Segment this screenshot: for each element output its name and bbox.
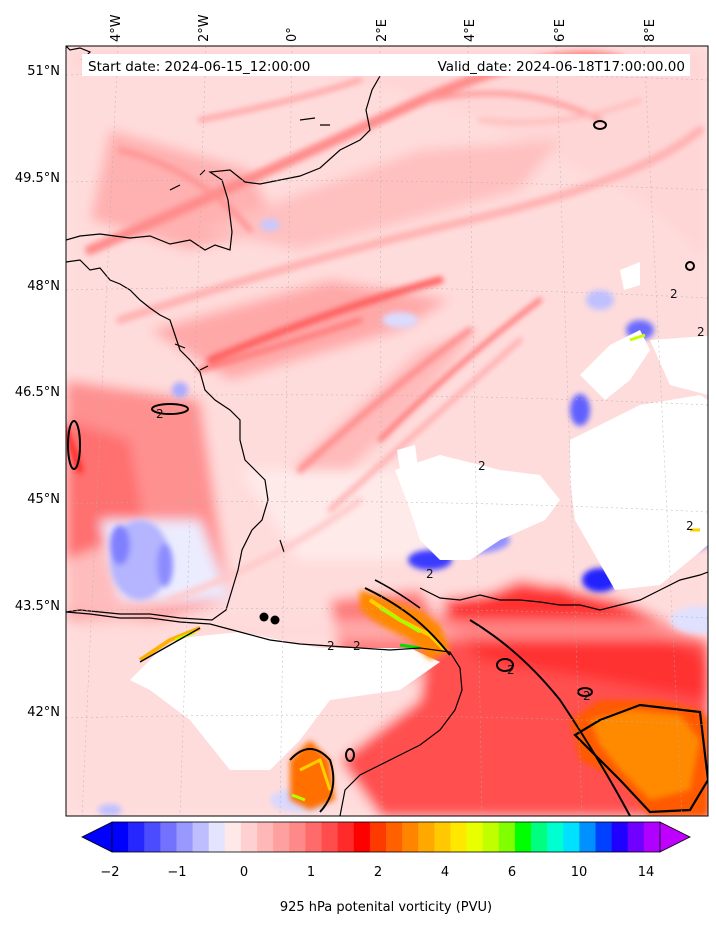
contour-label: 2 — [507, 663, 515, 677]
lon-label: 8°E — [643, 19, 658, 42]
colorbar-tick-label: −1 — [167, 865, 186, 880]
lon-label: 4°E — [463, 19, 478, 42]
pv-2-contours — [67, 120, 695, 762]
colorbar-bin — [595, 822, 613, 852]
map-frame — [65, 45, 709, 817]
pyrenees-high-pv — [138, 333, 700, 813]
contour-label: 2 — [353, 639, 361, 653]
contour-label: 2 — [478, 459, 486, 473]
contour-label: 2 — [670, 287, 678, 301]
contour-label-group: 2 2 2 2 2 2 2 2 2 2 — [156, 287, 705, 703]
colorbar-tick-label: 1 — [307, 865, 315, 880]
start-date-label: Start date: 2024-06-15_12:00:00 — [88, 59, 310, 75]
valid-date-label: Valid_date: 2024-06-18T17:00:00.00 — [438, 59, 685, 75]
colorbar-bin — [305, 822, 322, 852]
lat-label: 45°N — [27, 492, 60, 507]
colorbar-bin — [643, 822, 661, 852]
colorbar-bin — [176, 822, 193, 852]
colorbar-under-arrow — [81, 821, 113, 853]
colorbar-bin — [434, 822, 451, 852]
colorbar-bin — [112, 822, 129, 852]
contour-label: 2 — [697, 325, 705, 339]
colorbar-bin — [531, 822, 548, 852]
lat-label: 49.5°N — [15, 171, 60, 186]
colorbar-bin — [563, 822, 580, 852]
lat-label: 51°N — [27, 64, 60, 79]
colorbar-bin — [579, 822, 596, 852]
contour-label: 2 — [583, 689, 591, 703]
contour-label: 2 — [156, 407, 164, 421]
latitude-labels: 51°N 49.5°N 48°N 46.5°N 45°N 43.5°N 42°N — [15, 64, 60, 720]
colorbar-bin — [482, 822, 500, 852]
colorbar-bin — [402, 822, 419, 852]
masked-areas — [130, 262, 708, 770]
longitude-labels: 4°W 2°W 0° 2°E 4°E 6°E 8°E — [109, 14, 658, 42]
colorbar-bin — [289, 822, 306, 852]
colorbar-bin — [208, 822, 226, 852]
colorbar-tick-label: −2 — [100, 865, 119, 880]
header-box — [82, 54, 690, 76]
colorbar-tick-label: 4 — [441, 865, 449, 880]
colorbar-bin — [337, 822, 355, 852]
high-pv-core — [469, 619, 708, 816]
colorbar-bin — [418, 822, 435, 852]
lat-label: 42°N — [27, 705, 60, 720]
lon-label: 2°W — [197, 14, 212, 42]
colorbar-tick-label: 14 — [638, 865, 655, 880]
colorbar-bin — [514, 822, 532, 852]
colorbar-tick-label: 0 — [240, 865, 248, 880]
colorbar-bin — [224, 822, 242, 852]
colorbar-bin — [450, 822, 467, 852]
colorbar-bin — [547, 822, 564, 852]
colorbar-bin — [369, 822, 387, 852]
colorbar-bin — [386, 822, 403, 852]
colorbar-bin — [192, 822, 210, 852]
colorbar-bins — [112, 822, 661, 852]
lon-label: 4°W — [109, 14, 124, 42]
lat-label: 46.5°N — [15, 385, 60, 400]
colorbar-bin — [273, 822, 290, 852]
contour-label: 2 — [426, 567, 434, 581]
colorbar-bin — [144, 822, 161, 852]
colorbar-bin — [498, 822, 516, 852]
colorbar-frame — [111, 821, 661, 853]
colorbar-bin — [240, 822, 258, 852]
colorbar: −2 −1 0 1 2 4 6 10 14 925 hPa potenital … — [81, 821, 691, 915]
colorbar-bin — [257, 822, 274, 852]
lon-label: 0° — [285, 27, 300, 42]
colorbar-tick-label: 2 — [374, 865, 382, 880]
colorbar-bin — [466, 822, 484, 852]
lon-label: 6°E — [553, 19, 568, 42]
lon-label: 2°E — [375, 19, 390, 42]
colorbar-ticks: −2 −1 0 1 2 4 6 10 14 — [100, 865, 654, 880]
colorbar-bin — [128, 822, 145, 852]
station-markers — [259, 612, 280, 625]
colorbar-tick-label: 10 — [571, 865, 588, 880]
colorbar-bin — [611, 822, 629, 852]
colorbar-tick-label: 6 — [508, 865, 516, 880]
colorbar-bin — [321, 822, 339, 852]
lat-label: 43.5°N — [15, 599, 60, 614]
colorbar-over-arrow — [659, 821, 691, 853]
colorbar-label: 925 hPa potenital vorticity (PVU) — [280, 900, 492, 915]
lat-label: 48°N — [27, 279, 60, 294]
colorbar-bin — [627, 822, 645, 852]
contour-label: 2 — [686, 519, 694, 533]
colorbar-bin — [160, 822, 177, 852]
colorbar-bin — [353, 822, 371, 852]
contour-label: 2 — [327, 639, 335, 653]
map-panel: 2 2 2 2 2 2 2 2 2 2 Start date: 2024-06-… — [66, 46, 708, 816]
